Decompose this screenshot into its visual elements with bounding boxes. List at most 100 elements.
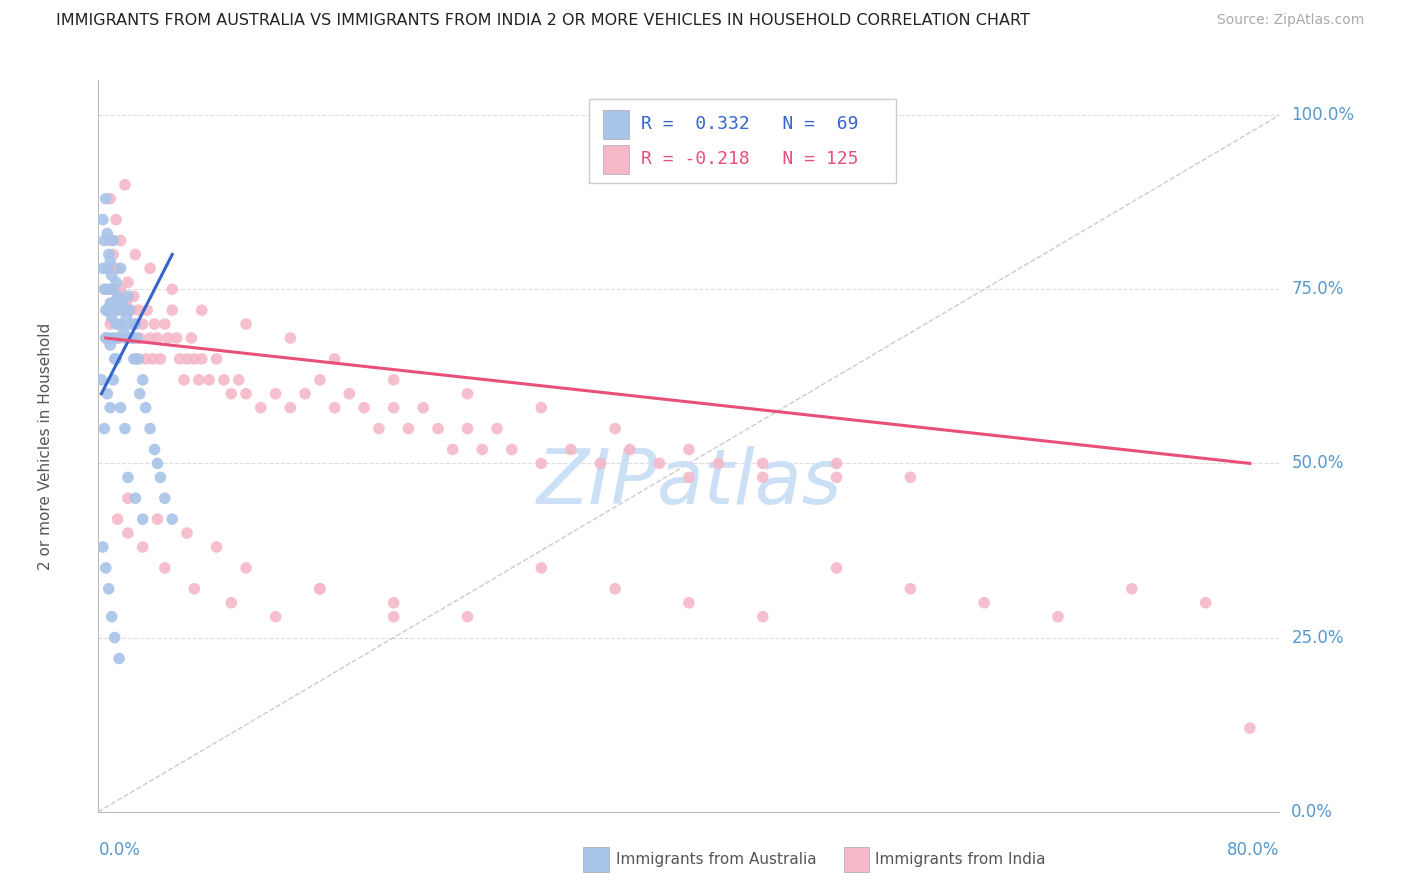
Point: [235, 317, 257, 331]
Point: [825, 561, 848, 575]
Point: [117, 331, 139, 345]
Point: [104, 296, 127, 310]
Point: [530, 401, 553, 415]
Point: [97, 261, 120, 276]
Point: [97, 282, 120, 296]
Point: [456, 386, 478, 401]
Point: [111, 296, 134, 310]
Point: [353, 401, 375, 415]
Point: [162, 282, 183, 296]
Point: [149, 351, 172, 366]
Point: [105, 275, 128, 289]
Point: [153, 561, 176, 575]
Point: [117, 470, 139, 484]
Point: [605, 421, 627, 435]
Point: [139, 331, 162, 345]
Point: [110, 282, 132, 296]
Point: [228, 373, 250, 387]
Point: [169, 351, 191, 366]
Point: [91, 212, 114, 227]
Point: [278, 401, 302, 415]
Point: [98, 401, 121, 415]
Point: [156, 331, 179, 345]
Point: [103, 282, 125, 296]
Point: [205, 540, 228, 554]
Point: [114, 178, 136, 192]
Text: 80.0%: 80.0%: [1227, 841, 1279, 859]
Point: [96, 303, 118, 318]
Point: [112, 324, 135, 338]
Point: [110, 317, 132, 331]
Point: [91, 540, 114, 554]
Point: [139, 261, 162, 276]
Point: [107, 289, 129, 303]
Point: [323, 351, 346, 366]
Point: [678, 596, 700, 610]
Point: [96, 261, 118, 276]
Text: ZIPatlas: ZIPatlas: [536, 446, 842, 519]
Point: [135, 351, 157, 366]
Point: [124, 317, 146, 331]
Point: [176, 351, 198, 366]
FancyBboxPatch shape: [603, 110, 628, 139]
Point: [900, 470, 922, 484]
Point: [98, 317, 121, 331]
Point: [121, 331, 143, 345]
Point: [142, 351, 165, 366]
Point: [678, 470, 700, 484]
Point: [135, 401, 157, 415]
Point: [219, 386, 242, 401]
Point: [100, 268, 122, 283]
Point: [191, 303, 214, 318]
Point: [900, 582, 922, 596]
Point: [250, 401, 273, 415]
Point: [98, 234, 121, 248]
Point: [1046, 609, 1069, 624]
Point: [94, 282, 117, 296]
Point: [110, 261, 132, 276]
Point: [173, 373, 195, 387]
Point: [235, 386, 257, 401]
Point: [501, 442, 523, 457]
Point: [176, 526, 198, 541]
Point: [120, 303, 142, 318]
Point: [560, 442, 582, 457]
Point: [93, 282, 115, 296]
Point: [323, 401, 346, 415]
Point: [264, 386, 287, 401]
Point: [117, 275, 139, 289]
Text: 0.0%: 0.0%: [1291, 803, 1333, 821]
Point: [96, 386, 118, 401]
Point: [264, 609, 287, 624]
Text: R =  0.332   N =  69: R = 0.332 N = 69: [641, 115, 858, 133]
Point: [162, 303, 183, 318]
Point: [153, 317, 176, 331]
Point: [91, 261, 114, 276]
FancyBboxPatch shape: [603, 145, 628, 174]
Point: [139, 421, 162, 435]
Point: [100, 609, 122, 624]
Point: [97, 331, 120, 345]
Point: [825, 457, 848, 471]
Text: 75.0%: 75.0%: [1291, 280, 1344, 298]
Text: 50.0%: 50.0%: [1291, 454, 1344, 473]
Point: [100, 296, 122, 310]
Point: [132, 540, 155, 554]
Point: [104, 303, 127, 318]
Point: [117, 526, 139, 541]
Text: Immigrants from India: Immigrants from India: [875, 853, 1045, 867]
Point: [124, 491, 146, 506]
Text: 25.0%: 25.0%: [1291, 629, 1344, 647]
Point: [146, 457, 169, 471]
Text: 0.0%: 0.0%: [98, 841, 141, 859]
Point: [471, 442, 494, 457]
Point: [1121, 582, 1143, 596]
Point: [751, 470, 773, 484]
Point: [412, 401, 434, 415]
Point: [111, 317, 134, 331]
Point: [94, 192, 117, 206]
Point: [125, 331, 148, 345]
Point: [605, 582, 627, 596]
Point: [100, 310, 122, 325]
Point: [110, 401, 132, 415]
